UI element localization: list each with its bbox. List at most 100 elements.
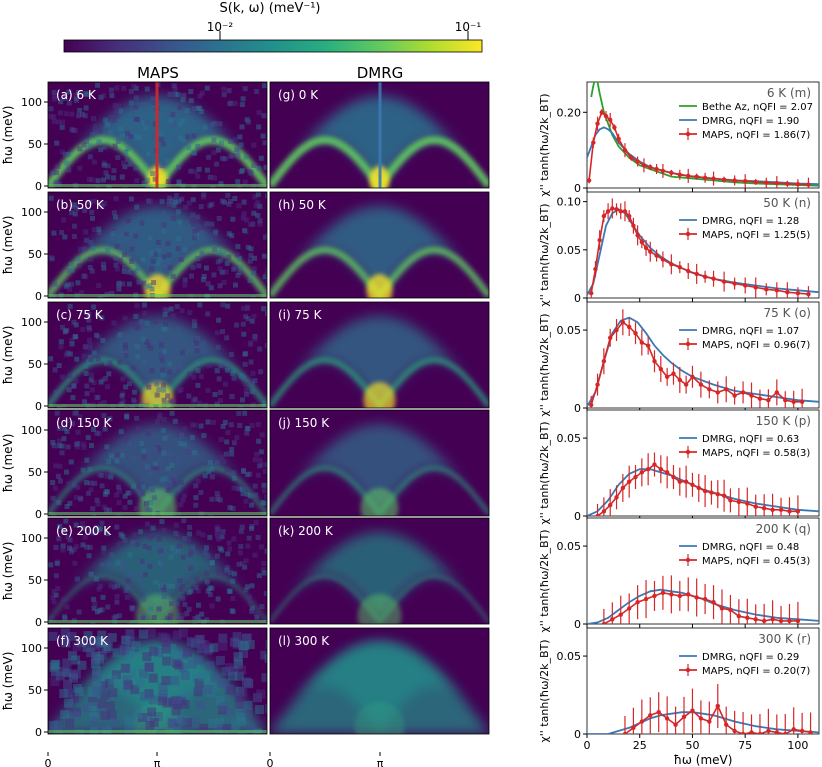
data-point [795, 290, 801, 296]
data-point [648, 713, 653, 718]
data-point [664, 470, 670, 475]
data-point [732, 281, 737, 286]
line-ylabel: χ'' tanh(ħω/2k_BT) [538, 421, 551, 524]
ytick-label: 100 [21, 316, 42, 329]
data-point [707, 387, 712, 392]
line-panel-tag: 150 K (p) [756, 414, 811, 428]
data-point [616, 136, 621, 141]
colorbar-label: S(k, ω) (meV⁻¹) [220, 1, 321, 16]
dmrg-xtick-pi: π [377, 757, 384, 767]
line-xtick: 25 [633, 739, 647, 752]
line-panel-tag: 300 K (r) [758, 632, 811, 646]
data-point [778, 618, 784, 624]
line-ytick: 0 [574, 618, 581, 631]
data-point [774, 390, 780, 395]
data-point [736, 499, 742, 505]
ytick-label: 0 [35, 726, 42, 739]
ylabel: ħω (meV) [1, 542, 15, 601]
legend-entry: MAPS, nQFI = 0.45(3) [702, 556, 810, 567]
ylabel: ħω (meV) [1, 106, 15, 165]
data-point [795, 182, 801, 187]
legend-entry: MAPS, nQFI = 1.25(5) [702, 230, 810, 241]
data-point [601, 509, 607, 514]
data-point [681, 714, 687, 720]
data-point [694, 174, 699, 179]
data-point [787, 618, 792, 624]
data-point [732, 728, 737, 734]
panel-tag: (e) 200 K [56, 524, 112, 538]
data-point [774, 288, 780, 293]
line-ylabel: χ'' tanh(ħω/2k_BT) [538, 529, 551, 632]
data-point [783, 398, 788, 403]
data-point [761, 618, 767, 624]
data-point [612, 125, 617, 130]
data-point [664, 716, 670, 721]
panel-tag: (i) 75 K [278, 308, 323, 322]
data-point [671, 474, 676, 480]
panel-tag: (h) 50 K [278, 198, 327, 212]
data-point [664, 374, 670, 380]
data-point [631, 223, 636, 228]
dmrg-panel-0: (g) 0 K [269, 81, 490, 189]
data-point [626, 324, 632, 330]
ytick-label: 0 [35, 616, 42, 629]
ytick-label: 100 [21, 424, 42, 437]
colorbar-tick-low: 10⁻² [207, 20, 234, 34]
data-point [626, 479, 632, 484]
data-point [635, 599, 640, 605]
data-point [778, 507, 784, 512]
data-point [601, 359, 607, 364]
data-point [652, 593, 657, 599]
line-ytick: 0.05 [557, 324, 582, 337]
data-point [660, 257, 666, 262]
data-point [711, 599, 716, 605]
colorbar [63, 39, 483, 53]
data-point [620, 485, 626, 491]
data-point [770, 507, 775, 512]
data-point [622, 731, 628, 734]
data-point [808, 730, 813, 734]
data-point [690, 482, 695, 488]
data-point [677, 593, 682, 599]
data-point [603, 113, 609, 119]
panel-tag: (f) 300 K [56, 634, 109, 648]
data-point [608, 117, 613, 123]
line-ylabel: χ'' tanh(ħω/2k_BT) [538, 93, 551, 196]
data-point [608, 335, 613, 341]
data-point [639, 239, 645, 245]
maps-xtick-0: 0 [45, 757, 52, 767]
legend-entry: DMRG, nQFI = 0.63 [702, 434, 799, 445]
data-point [639, 340, 645, 345]
data-point [629, 155, 634, 160]
dmrg-panel-3: (j) 150 K [269, 409, 490, 517]
data-point [707, 719, 712, 724]
data-point [641, 163, 647, 168]
data-point [626, 213, 632, 219]
data-point [622, 209, 628, 214]
ytick-label: 50 [28, 248, 42, 261]
data-point [608, 502, 613, 508]
maps-panel-1: (b) 50 K [47, 191, 268, 299]
legend-entry: DMRG, nQFI = 1.07 [702, 326, 799, 337]
legend-entry: DMRG, nQFI = 0.29 [702, 652, 799, 663]
data-point [785, 290, 790, 295]
qfi-line-plots: 0 0.20 6 K (m) Bethe Az, nQFI = 2.07 DMRG, n… [538, 81, 820, 767]
legend-entry: Bethe Az, nQFI = 2.07 [702, 102, 813, 113]
data-point [791, 399, 796, 404]
line-xlabel: ħω (meV) [674, 753, 733, 767]
data-point [721, 177, 727, 182]
data-point [643, 245, 649, 251]
data-point [673, 722, 678, 727]
data-point [677, 264, 682, 270]
data-point [698, 382, 704, 387]
data-point [785, 181, 790, 187]
ytick-label: 50 [28, 466, 42, 479]
dmrg-panel-5: (l) 300 K [269, 627, 490, 735]
panel-tag: (j) 150 K [278, 416, 330, 430]
data-point [686, 268, 691, 274]
data-point [753, 285, 758, 290]
data-point [683, 479, 689, 484]
series-dmrg [587, 588, 819, 624]
series-dmrg [587, 711, 819, 734]
legend-entry: DMRG, nQFI = 1.90 [702, 116, 799, 127]
